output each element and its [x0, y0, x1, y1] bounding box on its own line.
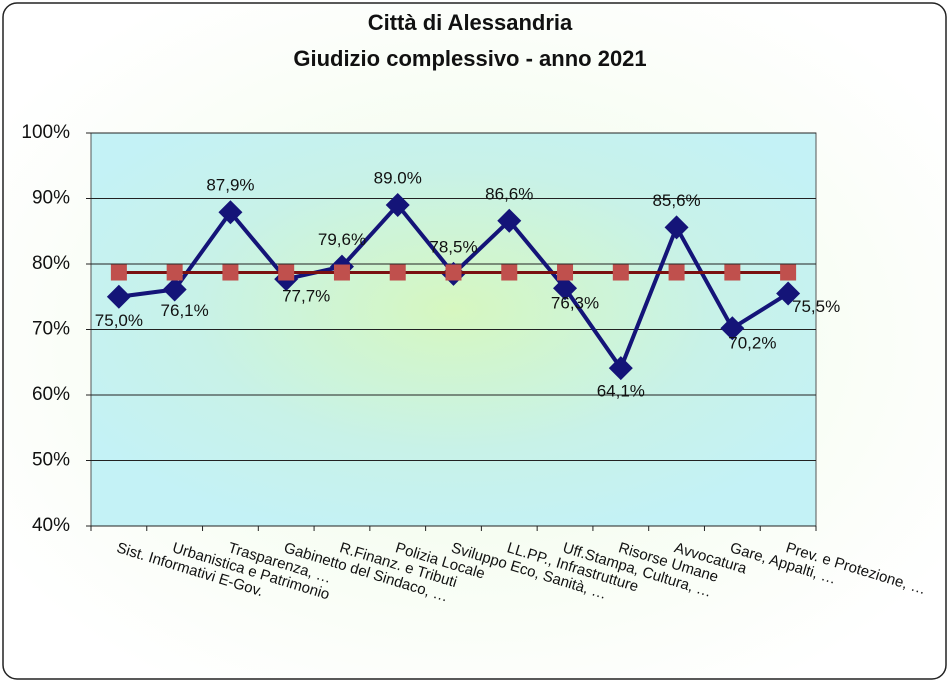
point — [222, 264, 239, 281]
point — [445, 264, 462, 281]
data-label: 75,5% — [792, 297, 840, 316]
point — [780, 264, 797, 281]
data-label: 75,0% — [95, 311, 143, 330]
data-label: 86,6% — [485, 184, 533, 203]
data-label: 64,1% — [597, 382, 645, 401]
point — [497, 208, 522, 233]
point — [389, 264, 406, 281]
y-tick-label: 70% — [32, 319, 70, 340]
point — [724, 264, 741, 281]
y-tick-label: 90% — [32, 188, 70, 209]
y-tick-label: 100% — [21, 122, 70, 143]
point — [106, 284, 131, 309]
point — [162, 277, 187, 302]
data-label: 77,7% — [282, 287, 330, 306]
data-label: 79,6% — [318, 230, 366, 249]
point — [668, 264, 685, 281]
data-label: 78,5% — [429, 237, 477, 256]
point — [553, 276, 578, 301]
data-label: 70,2% — [728, 334, 776, 353]
point — [333, 264, 350, 281]
point — [557, 264, 574, 281]
point — [110, 264, 127, 281]
chart-subtitle: Giudizio complessivo - anno 2021 — [293, 46, 646, 71]
data-label: 87,9% — [206, 176, 254, 195]
data-label: 76,1% — [161, 301, 209, 320]
point — [664, 215, 689, 240]
y-tick-label: 80% — [32, 253, 70, 274]
data-label: 85,6% — [652, 191, 700, 210]
y-tick-label: 40% — [32, 515, 70, 536]
chart-title: Città di Alessandria — [368, 10, 573, 35]
y-tick-label: 50% — [32, 450, 70, 471]
point — [608, 356, 633, 381]
data-label: 89.0% — [374, 169, 422, 188]
point — [385, 193, 410, 218]
point — [776, 281, 801, 306]
point — [278, 264, 295, 281]
point — [218, 200, 243, 225]
point — [720, 316, 745, 341]
point — [501, 264, 518, 281]
point — [166, 264, 183, 281]
y-tick-label: 60% — [32, 384, 70, 405]
point — [612, 264, 629, 281]
data-label: 76,3% — [551, 294, 599, 313]
